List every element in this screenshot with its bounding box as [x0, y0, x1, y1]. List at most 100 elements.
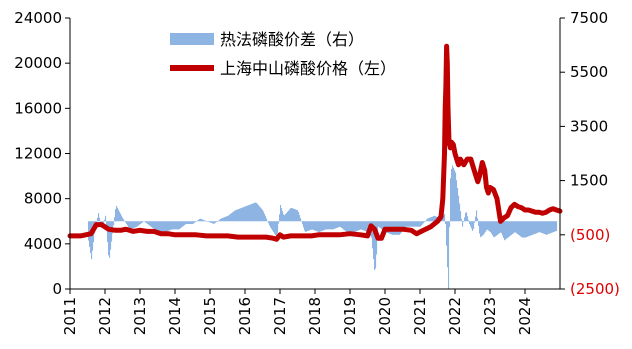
spread-bar: [241, 207, 243, 222]
spread-bar: [421, 221, 423, 226]
spread-bar: [449, 221, 451, 228]
spread-bar: [409, 221, 411, 227]
spread-bar: [385, 221, 387, 233]
spread-bar: [172, 221, 174, 230]
spread-bar: [274, 221, 276, 234]
x-axis-tick-label: 2024: [516, 297, 534, 335]
spread-bar: [287, 211, 289, 222]
spread-bar: [204, 220, 206, 222]
spread-bar: [194, 221, 196, 223]
spread-bar: [443, 215, 445, 222]
spread-bar: [136, 221, 138, 227]
spread-bar: [279, 214, 281, 222]
legend: 热法磷酸价差（右） 上海中山磷酸价格（左）: [170, 30, 396, 78]
spread-bar: [424, 221, 426, 223]
spread-bar: [127, 221, 129, 226]
spread-bar: [169, 221, 171, 231]
spread-bar: [281, 208, 283, 222]
spread-bar: [470, 221, 472, 227]
spread-bar: [435, 216, 437, 222]
spread-bar: [123, 219, 125, 222]
spread-bar: [146, 221, 148, 224]
spread-bar: [514, 221, 516, 233]
spread-bar: [231, 213, 233, 222]
spread-bar: [404, 221, 406, 229]
spread-bar: [430, 217, 432, 222]
x-axis-tick-label: 2017: [271, 297, 289, 335]
spread-bar: [515, 221, 517, 233]
spread-bar: [517, 221, 519, 235]
spread-bar: [88, 221, 90, 241]
spread-bar: [129, 221, 131, 229]
spread-bar: [191, 221, 193, 224]
spread-bar: [456, 180, 458, 222]
spread-bar: [98, 213, 100, 222]
spread-bar: [378, 221, 380, 227]
spread-bar: [193, 221, 195, 224]
spread-bar: [197, 220, 199, 222]
spread-bar: [446, 221, 448, 246]
spread-bar: [124, 220, 126, 222]
spread-bar: [297, 210, 299, 222]
spread-bar: [488, 221, 490, 231]
spread-bar: [469, 221, 471, 224]
spread-bar: [269, 221, 271, 226]
spread-bar: [533, 221, 535, 235]
x-axis-tick-label: 2018: [306, 297, 324, 335]
spread-bar: [135, 221, 137, 228]
spread-bar: [328, 221, 330, 230]
spread-bar: [261, 208, 263, 222]
spread-bar: [319, 221, 321, 232]
spread-bar: [118, 209, 120, 222]
spread-bar: [190, 221, 192, 224]
spread-bar: [296, 209, 298, 222]
spread-bar: [312, 221, 314, 230]
spread-bar: [185, 221, 187, 225]
left-axis-tick-label: 12000: [14, 145, 62, 163]
spread-bar: [243, 207, 245, 222]
spread-bar: [428, 218, 430, 222]
spread-bar: [103, 221, 105, 224]
spread-bar: [318, 221, 320, 232]
spread-bar: [90, 221, 92, 253]
spread-bar: [366, 221, 368, 232]
spread-bar: [356, 221, 358, 232]
spread-bar: [336, 221, 338, 229]
spread-bar: [479, 221, 481, 234]
left-axis-tick-label: 20000: [14, 54, 62, 72]
spread-bar: [357, 221, 359, 231]
spread-bar: [149, 221, 151, 226]
spread-bar: [462, 221, 464, 227]
spread-bar: [284, 215, 286, 222]
spread-bar: [555, 221, 557, 232]
spread-bar: [163, 221, 165, 233]
spread-bar: [184, 221, 186, 226]
x-axis-tick-label: 2012: [96, 297, 114, 335]
spread-bar: [295, 209, 297, 222]
spread-bar: [431, 216, 433, 222]
spread-bar: [234, 210, 236, 222]
spread-bar: [402, 221, 404, 232]
spread-bar: [291, 207, 293, 222]
spread-bar: [91, 221, 93, 260]
spread-bar: [207, 221, 209, 222]
spread-bar: [348, 221, 350, 233]
spread-bar: [327, 221, 329, 230]
legend-swatch-spread: [170, 33, 214, 45]
spread-bar: [159, 221, 161, 233]
left-axis-tick-label: 24000: [14, 9, 62, 27]
spread-bar: [212, 221, 214, 224]
spread-bar: [442, 216, 444, 222]
spread-bar: [367, 221, 369, 232]
spread-bar: [422, 221, 424, 225]
spread-bar: [364, 221, 366, 231]
spread-bar: [483, 221, 485, 235]
spread-bar: [275, 221, 277, 236]
spread-bar: [379, 221, 381, 228]
spread-bar: [196, 221, 198, 222]
spread-bar: [530, 221, 532, 236]
spread-bar: [500, 221, 502, 233]
spread-bar: [121, 215, 123, 222]
spread-bar: [188, 221, 190, 224]
spread-bar: [304, 221, 306, 231]
